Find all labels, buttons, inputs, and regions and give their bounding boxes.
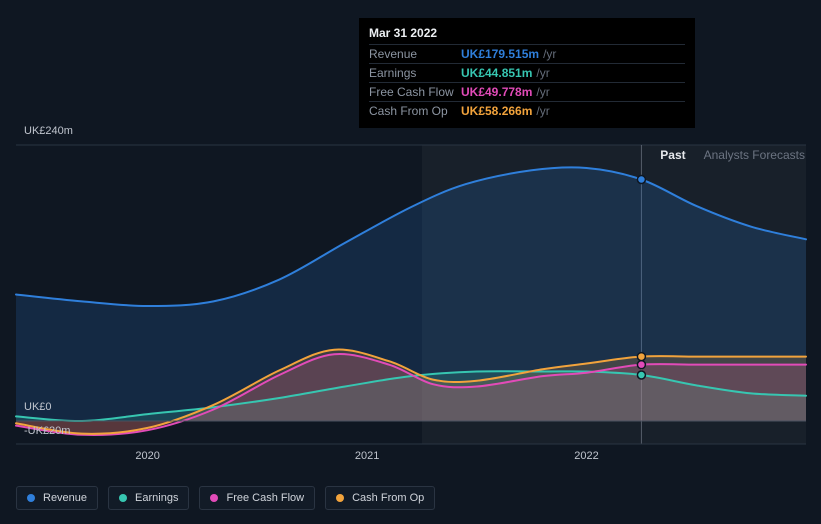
legend-item-cfo[interactable]: Cash From Op	[325, 486, 435, 510]
tab-analysts-forecasts[interactable]: Analysts Forecasts	[704, 148, 805, 162]
legend-item-revenue[interactable]: Revenue	[16, 486, 98, 510]
tooltip-metric-unit: /yr	[536, 104, 549, 118]
y-tick-label: UK£0	[24, 401, 52, 413]
y-tick-label: -UK£20m	[24, 425, 70, 437]
tooltip-row: EarningsUK£44.851m/yr	[369, 63, 685, 82]
y-tick-label: UK£240m	[24, 125, 73, 137]
tooltip-metric-label: Revenue	[369, 47, 461, 61]
tooltip-metric-label: Cash From Op	[369, 104, 461, 118]
tooltip-metric-unit: /yr	[536, 66, 549, 80]
tooltip-row: Cash From OpUK£58.266m/yr	[369, 101, 685, 120]
tooltip-metric-value: UK£58.266m	[461, 104, 532, 118]
x-tick-label: 2022	[574, 450, 598, 462]
tooltip-row: Free Cash FlowUK£49.778m/yr	[369, 82, 685, 101]
legend-label: Revenue	[43, 492, 87, 504]
chart-legend: Revenue Earnings Free Cash Flow Cash From O…	[16, 486, 435, 510]
tooltip-metric-label: Earnings	[369, 66, 461, 80]
tab-past[interactable]: Past	[660, 148, 685, 162]
legend-swatch-icon	[210, 494, 218, 502]
x-tick-label: 2021	[355, 450, 379, 462]
tooltip-title: Mar 31 2022	[369, 26, 685, 44]
tooltip-metric-value: UK£179.515m	[461, 47, 539, 61]
legend-swatch-icon	[336, 494, 344, 502]
legend-label: Cash From Op	[352, 492, 424, 504]
legend-item-earnings[interactable]: Earnings	[108, 486, 189, 510]
financials-chart: UK£240m UK£0 -UK£20m 2020 2021 2022 Past Anal…	[0, 0, 821, 524]
tooltip-metric-value: UK£49.778m	[461, 85, 532, 99]
tooltip-row: RevenueUK£179.515m/yr	[369, 44, 685, 63]
chart-tabs: Past Analysts Forecasts	[660, 148, 805, 162]
tooltip-metric-unit: /yr	[543, 47, 556, 61]
x-tick-label: 2020	[135, 450, 159, 462]
tooltip-metric-unit: /yr	[536, 85, 549, 99]
tooltip-metric-label: Free Cash Flow	[369, 85, 461, 99]
legend-label: Free Cash Flow	[226, 492, 304, 504]
legend-swatch-icon	[119, 494, 127, 502]
chart-tooltip: Mar 31 2022 RevenueUK£179.515m/yrEarning…	[359, 18, 695, 128]
legend-swatch-icon	[27, 494, 35, 502]
legend-label: Earnings	[135, 492, 178, 504]
tooltip-metric-value: UK£44.851m	[461, 66, 532, 80]
legend-item-fcf[interactable]: Free Cash Flow	[199, 486, 315, 510]
